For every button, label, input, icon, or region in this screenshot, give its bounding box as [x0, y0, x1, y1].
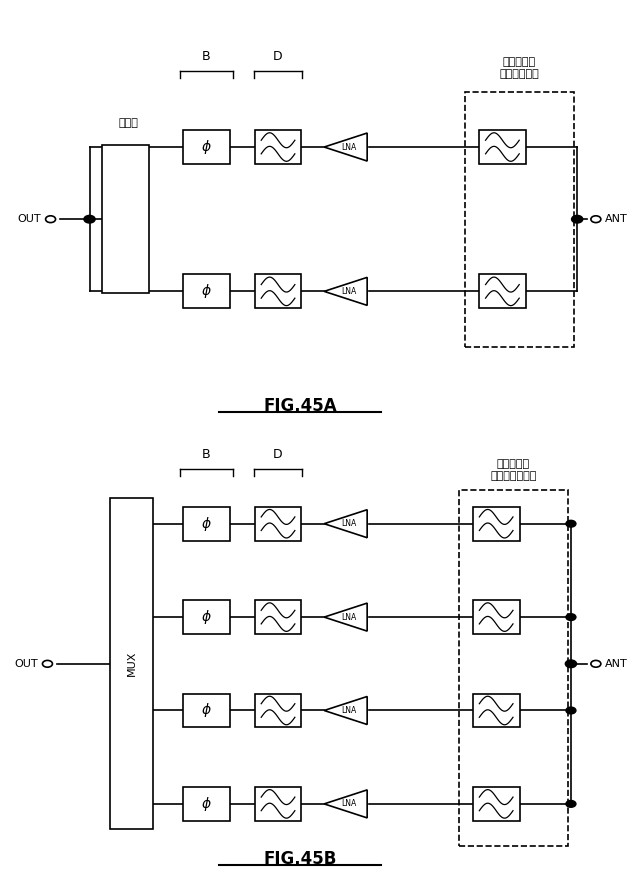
Circle shape [565, 660, 577, 668]
Bar [255, 507, 301, 540]
Bar [473, 507, 520, 540]
Bar [255, 600, 301, 634]
Text: $\phi$: $\phi$ [201, 515, 212, 532]
Bar [465, 92, 574, 346]
Text: $\phi$: $\phi$ [201, 608, 212, 626]
Text: ANT: ANT [605, 215, 628, 224]
Circle shape [566, 707, 576, 713]
Bar [479, 130, 525, 164]
Text: FIG.45A: FIG.45A [263, 397, 337, 415]
Text: $\phi$: $\phi$ [201, 701, 212, 720]
Bar [183, 600, 230, 634]
Polygon shape [324, 790, 367, 818]
Circle shape [566, 520, 576, 527]
Text: LNA: LNA [341, 519, 356, 528]
Bar [183, 787, 230, 821]
Circle shape [566, 801, 576, 807]
Text: $\phi$: $\phi$ [201, 283, 212, 300]
Bar [479, 275, 525, 308]
Text: LNA: LNA [341, 287, 356, 296]
Bar [102, 145, 148, 293]
Text: ANT: ANT [605, 659, 628, 668]
Text: $\phi$: $\phi$ [201, 795, 212, 813]
Polygon shape [324, 603, 367, 631]
Circle shape [572, 215, 583, 223]
Bar [255, 275, 301, 308]
Text: LNA: LNA [341, 799, 356, 809]
Bar [183, 693, 230, 728]
Bar [255, 130, 301, 164]
Bar [110, 498, 154, 829]
Text: OUT: OUT [17, 215, 41, 224]
Text: B: B [202, 448, 211, 461]
Text: LNA: LNA [341, 706, 356, 715]
Circle shape [84, 215, 95, 223]
Bar [183, 130, 230, 164]
Text: D: D [273, 448, 283, 461]
Polygon shape [324, 133, 367, 161]
Bar [183, 507, 230, 540]
Polygon shape [324, 277, 367, 306]
Bar [255, 693, 301, 728]
Bar [473, 693, 520, 728]
Circle shape [566, 614, 576, 621]
Bar [183, 275, 230, 308]
Text: LNA: LNA [341, 613, 356, 622]
Bar [459, 490, 568, 846]
Text: D: D [273, 50, 283, 63]
Text: フィルタ／
マルチプレクサ: フィルタ／ マルチプレクサ [490, 459, 536, 481]
Text: B: B [202, 50, 211, 63]
Bar [473, 787, 520, 821]
Text: FIG.45B: FIG.45B [263, 850, 337, 868]
Text: フィルタ／
ダイプレクサ: フィルタ／ ダイプレクサ [500, 57, 540, 79]
Text: 結合器: 結合器 [118, 118, 138, 128]
Polygon shape [324, 509, 367, 538]
Bar [473, 600, 520, 634]
Text: LNA: LNA [341, 142, 356, 152]
Text: OUT: OUT [15, 659, 38, 668]
Text: $\phi$: $\phi$ [201, 138, 212, 156]
Text: MUX: MUX [127, 651, 136, 676]
Bar [255, 787, 301, 821]
Polygon shape [324, 697, 367, 725]
